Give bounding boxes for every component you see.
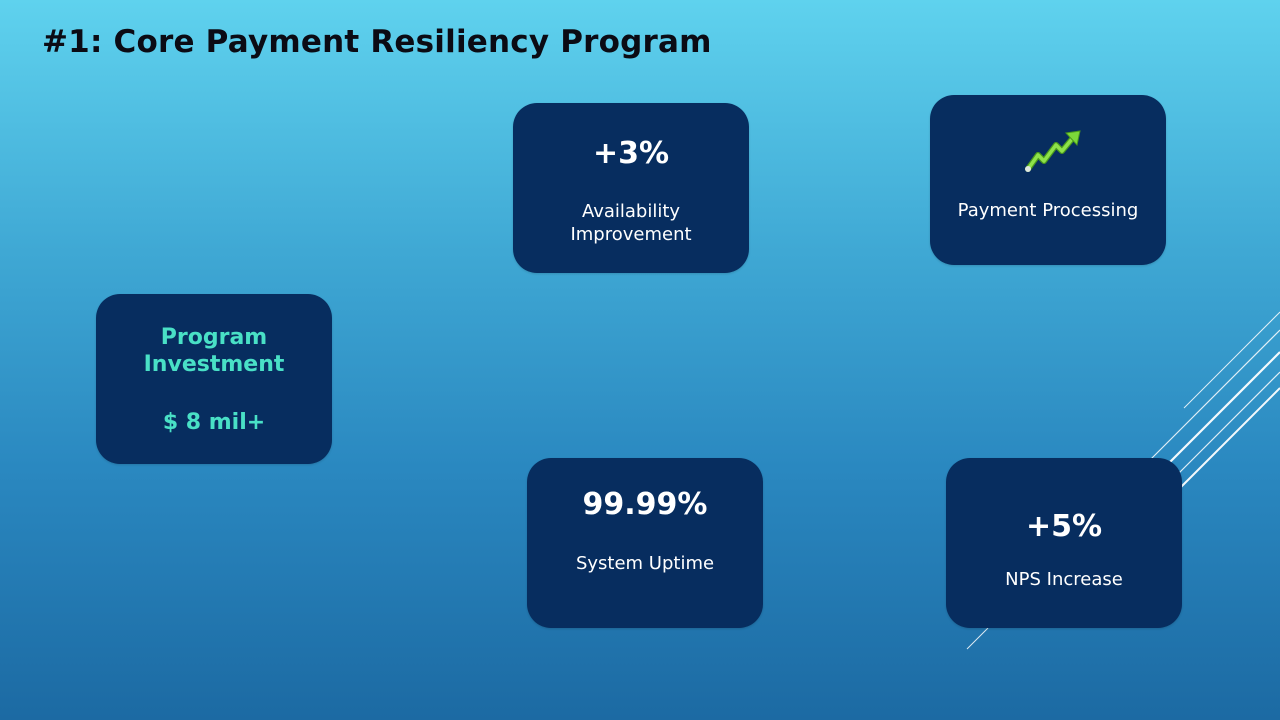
uptime-metric: 99.99% — [582, 487, 708, 522]
investment-label: Program Investment — [143, 325, 285, 377]
trend-up-arrow-icon — [1025, 130, 1081, 172]
nps-caption: NPS Increase — [1005, 569, 1123, 590]
nps-increase-card: +5% NPS Increase — [946, 458, 1182, 628]
availability-card: +3% Availability Improvement — [513, 103, 749, 273]
slide-title: #1: Core Payment Resiliency Program — [42, 24, 712, 60]
payment-processing-caption: Payment Processing — [957, 200, 1139, 221]
program-investment-card: Program Investment $ 8 mil+ — [96, 294, 332, 464]
nps-metric: +5% — [1025, 509, 1103, 544]
uptime-caption: System Uptime — [575, 553, 715, 574]
payment-processing-card: Payment Processing — [930, 95, 1166, 265]
system-uptime-card: 99.99% System Uptime — [527, 458, 763, 628]
investment-amount: $ 8 mil+ — [162, 410, 266, 435]
availability-metric: +3% — [592, 136, 670, 171]
availability-caption: Availability Improvement — [570, 201, 692, 245]
